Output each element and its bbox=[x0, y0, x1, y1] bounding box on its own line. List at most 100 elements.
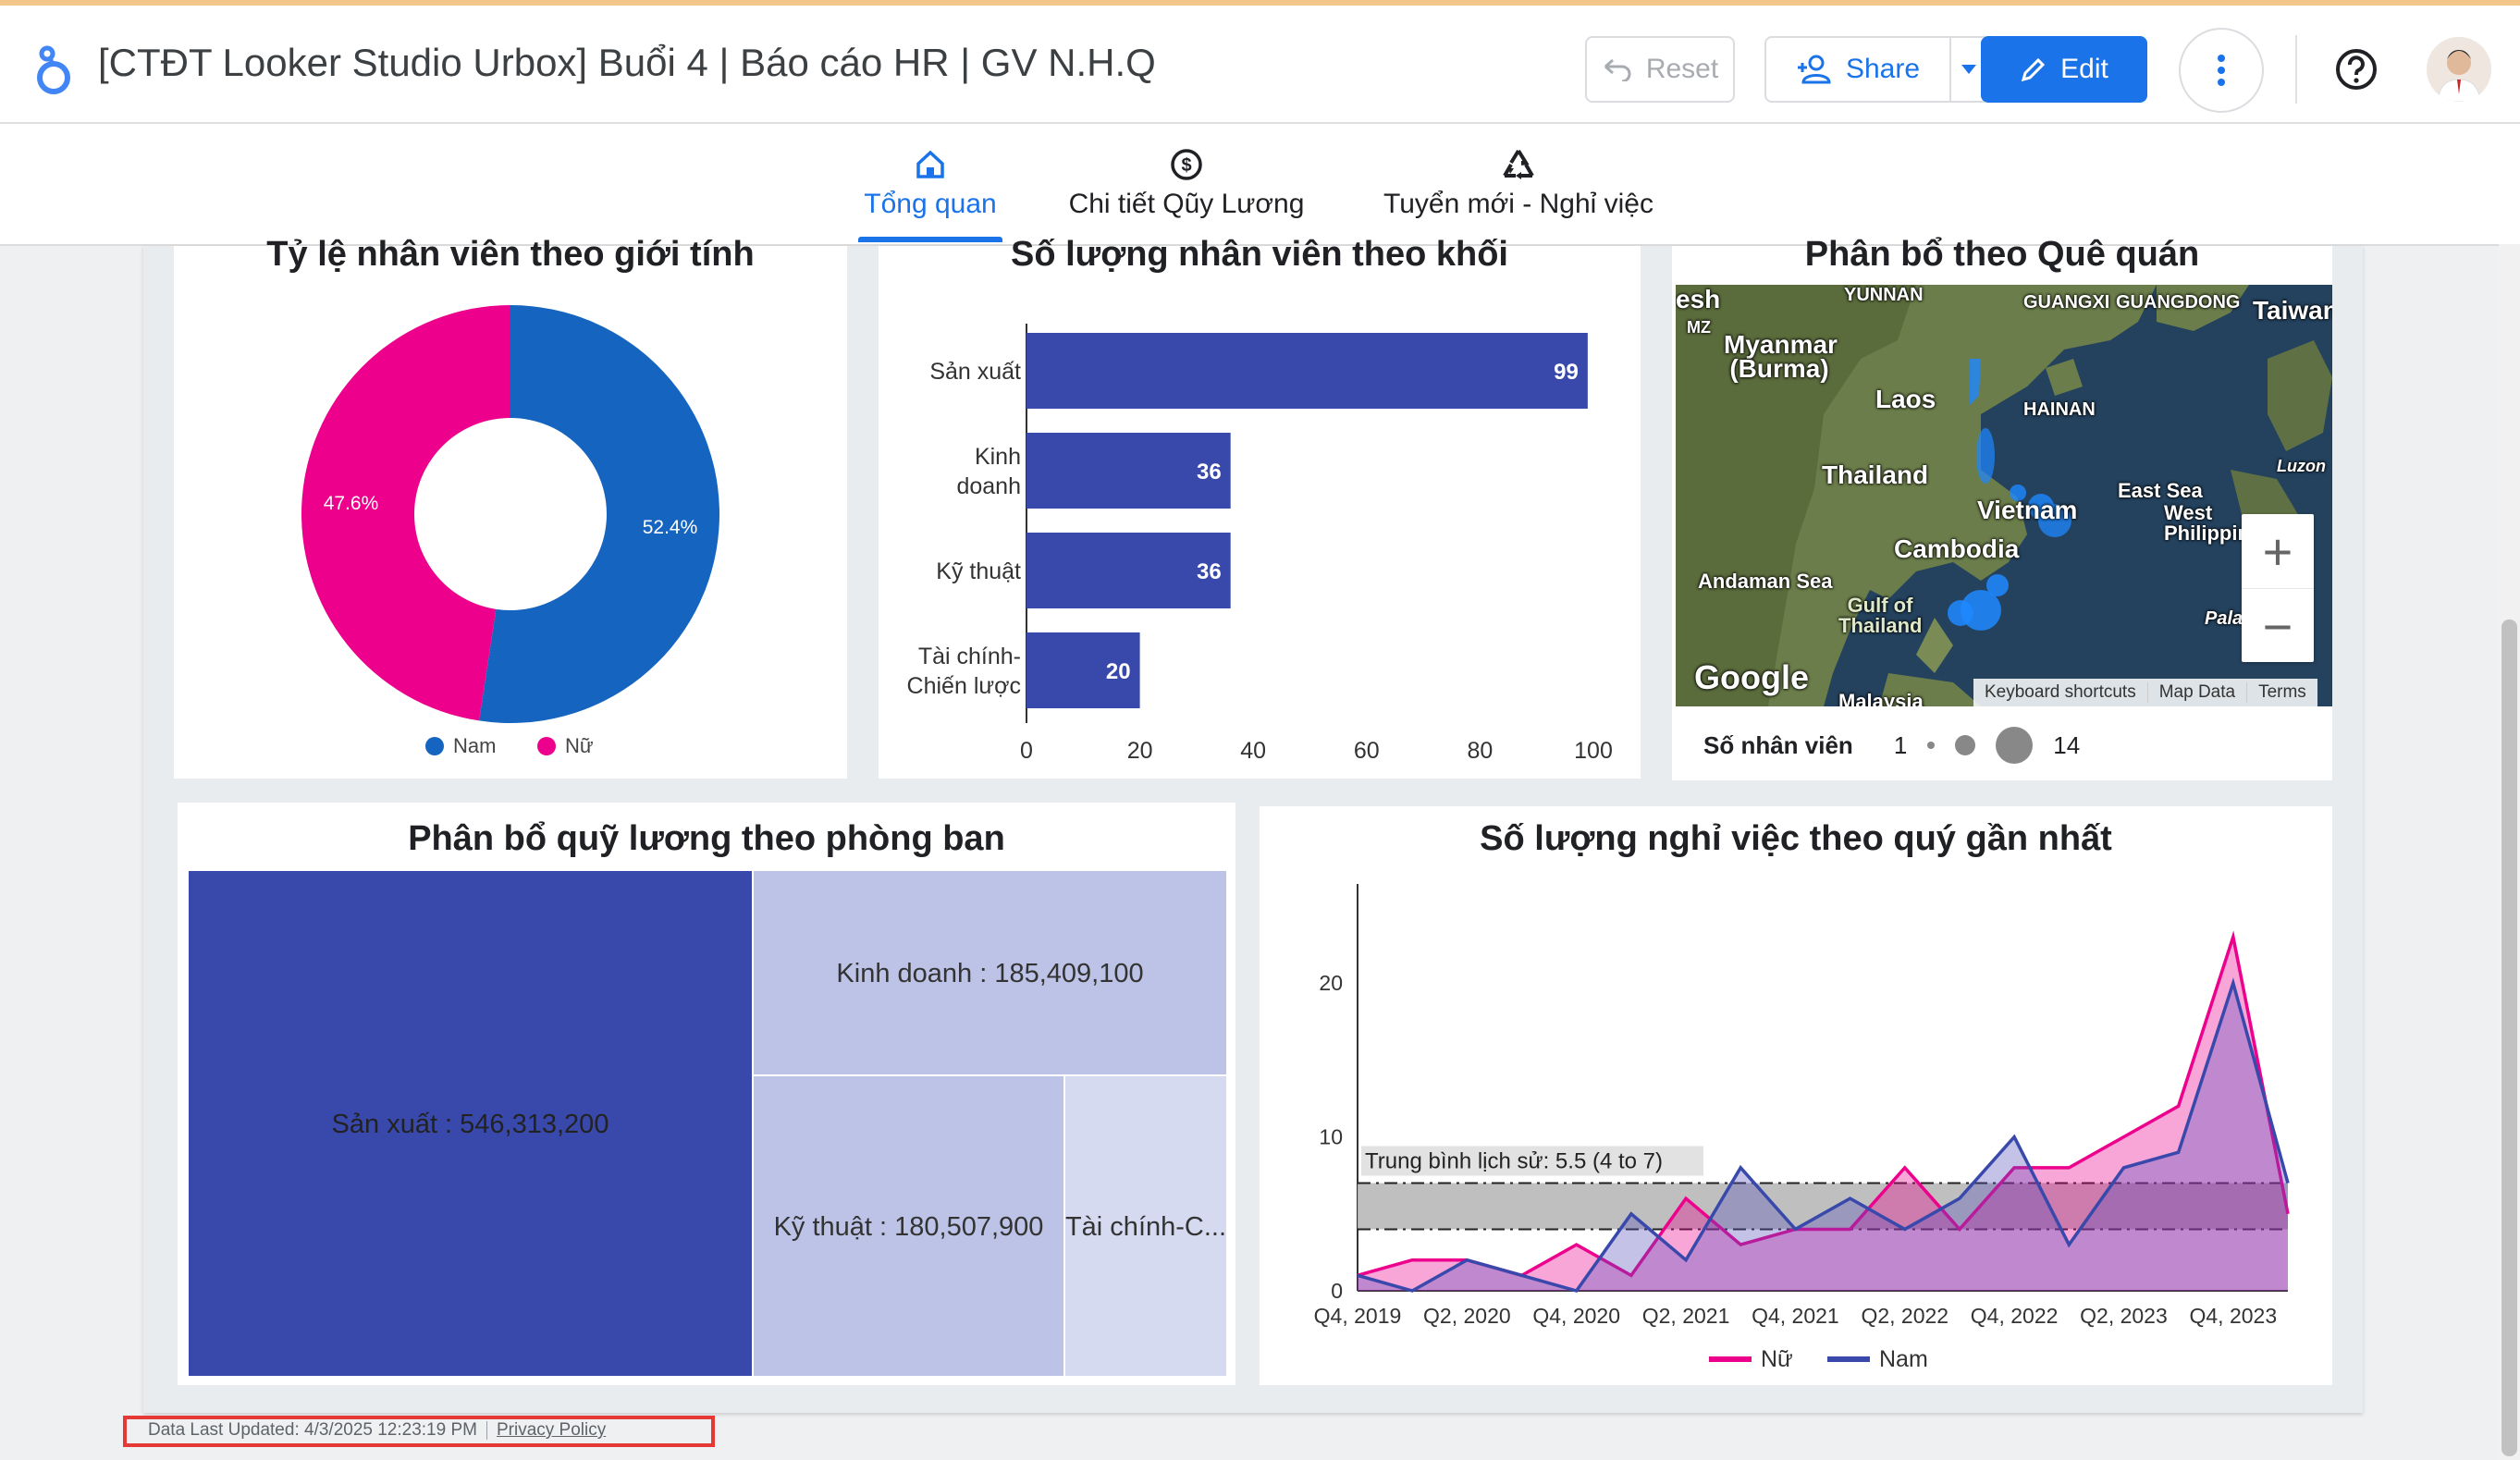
gender-donut-chart[interactable]: 52.4% 47.6% Nam Nữ bbox=[174, 246, 847, 779]
area-nam bbox=[1358, 983, 2288, 1291]
category-label: Chiến lược bbox=[907, 673, 1021, 699]
dollar-circle-icon: $ bbox=[1171, 149, 1202, 180]
help-circle-icon[interactable] bbox=[2335, 48, 2378, 91]
area-nu bbox=[1358, 937, 2288, 1291]
bar bbox=[1026, 333, 1588, 409]
x-tick-label: 60 bbox=[1354, 738, 1380, 764]
map-label: Malaysia bbox=[1838, 690, 1924, 706]
map-terrain bbox=[1676, 285, 2332, 706]
map-label: Pala bbox=[2205, 608, 2243, 629]
tab-tuyen-moi-nghi-viec[interactable]: Tuyển mới - Nghỉ việc bbox=[1372, 146, 1665, 220]
map-label: Thailand bbox=[1822, 460, 1929, 489]
privacy-policy-link[interactable]: Privacy Policy bbox=[496, 1420, 607, 1440]
card-title: Phân bổ quỹ lương theo phòng ban bbox=[408, 819, 1005, 858]
map-attribution: Keyboard shortcuts Map Data Terms bbox=[1973, 679, 2317, 706]
map-legend-min: 1 bbox=[1893, 730, 1908, 759]
map-label: Gulf of Thailand bbox=[1838, 594, 1923, 637]
legend-dot-large bbox=[1996, 727, 2034, 764]
data-last-updated: Data Last Updated: 4/3/2025 12:23:19 PM bbox=[148, 1420, 477, 1440]
bar bbox=[1026, 533, 1231, 608]
user-avatar[interactable] bbox=[2427, 37, 2491, 102]
report-footer: Data Last Updated: 4/3/2025 12:23:19 PM P… bbox=[148, 1420, 606, 1441]
band-label-bg bbox=[1361, 1146, 1703, 1176]
category-label: Tài chính- bbox=[918, 644, 1021, 669]
tab-chi-tiet-quy-luong[interactable]: $ Chi tiết Qũy Lương bbox=[1062, 146, 1311, 220]
tab-label: Tổng quan bbox=[864, 189, 997, 219]
treemap-label: Kỹ thuật : 180,507,900 bbox=[774, 1212, 1044, 1242]
recycle-icon bbox=[1503, 149, 1534, 179]
undo-icon bbox=[1604, 58, 1631, 81]
map-label: HAINAN bbox=[2023, 399, 2096, 420]
salary-treemap-card[interactable]: Phân bổ quỹ lương theo phòng ban Sản xuấ… bbox=[178, 803, 1235, 1385]
page-tabs: Tổng quan $ Chi tiết Qũy Lương Tuyển mới… bbox=[0, 124, 2520, 246]
y-tick-label: 0 bbox=[1331, 1279, 1343, 1303]
more-vert-icon bbox=[2218, 55, 2225, 86]
bar-value: 99 bbox=[1554, 360, 1579, 385]
share-button[interactable]: Share bbox=[1764, 36, 1951, 103]
map-label: esh bbox=[1676, 285, 1721, 313]
map-data-link[interactable]: Map Data bbox=[2148, 682, 2248, 703]
card-title: Số lượng nhân viên theo khối bbox=[1011, 235, 1508, 274]
x-tick-label: Q4, 2019 bbox=[1314, 1304, 1402, 1328]
map-label: GUANGDONG bbox=[2116, 292, 2241, 313]
x-tick-label: Q2, 2021 bbox=[1642, 1304, 1730, 1328]
treemap-cell bbox=[189, 871, 752, 1376]
map-label: Luzon bbox=[2277, 457, 2326, 475]
header-divider bbox=[2295, 35, 2297, 104]
map-label: Laos bbox=[1875, 385, 1936, 413]
tab-tong-quan[interactable]: Tổng quan bbox=[858, 146, 1002, 220]
more-options-button[interactable] bbox=[2179, 28, 2264, 113]
donut-slice-nam bbox=[479, 305, 719, 723]
category-label: Sản xuất bbox=[929, 359, 1021, 385]
home-icon bbox=[916, 150, 944, 178]
salary-treemap[interactable]: Sản xuất : 546,313,200 Kinh doanh : 185,4… bbox=[178, 803, 1235, 1385]
map-label: GUANGXI bbox=[2023, 292, 2110, 313]
pencil-icon bbox=[2021, 57, 2046, 82]
division-bar-chart[interactable]: 99 Sản xuất 36 Kinh doanh 36 Kỹ thuật 20 Tài chí… bbox=[879, 246, 1641, 779]
edit-button[interactable]: Edit bbox=[1981, 36, 2147, 103]
zoom-out-button[interactable]: − bbox=[2262, 596, 2293, 656]
map-legend-label: Số nhân viên bbox=[1703, 730, 1853, 759]
terms-link[interactable]: Terms bbox=[2258, 682, 2306, 702]
line-nam bbox=[1357, 977, 2290, 1294]
resign-area-chart[interactable]: Trung bình lịch sử: 5.5 (4 to 7) 0 10 20 Q4,… bbox=[1260, 806, 2332, 1385]
x-tick-label: Q4, 2020 bbox=[1532, 1304, 1620, 1328]
map-label: Vietnam bbox=[1977, 496, 2078, 524]
keyboard-shortcuts-link[interactable]: Keyboard shortcuts bbox=[1973, 682, 2148, 703]
map-size-legend: Số nhân viên 1 14 bbox=[1703, 727, 2080, 764]
treemap-label: Tài chính-C... bbox=[1065, 1212, 1226, 1242]
bar-value: 20 bbox=[1106, 659, 1131, 684]
map-label: MZ bbox=[1687, 318, 1711, 337]
hometown-map[interactable]: esh YUNNAN GUANGXI GUANGDONG Taiwan MZ M… bbox=[1676, 285, 2332, 706]
active-tab-indicator bbox=[858, 237, 1002, 242]
gender-ratio-card[interactable]: Tỷ lệ nhân viên theo giới tính 52.4% 47.6… bbox=[174, 235, 847, 779]
bar-value: 36 bbox=[1197, 460, 1222, 485]
map-label: Cambodia bbox=[1894, 534, 2020, 563]
resign-trend-card[interactable]: Số lượng nghỉ việc theo quý gần nhất Tru… bbox=[1260, 806, 2332, 1385]
caret-down-icon bbox=[1961, 65, 1976, 74]
treemap-label: Kinh doanh : 185,409,100 bbox=[836, 959, 1143, 988]
map-legend-max: 14 bbox=[2053, 730, 2081, 759]
map-label: Andaman Sea bbox=[1698, 570, 1833, 593]
google-logo: Google bbox=[1694, 658, 1809, 696]
card-title: Tỷ lệ nhân viên theo giới tính bbox=[266, 235, 755, 274]
category-label: doanh bbox=[956, 473, 1021, 499]
reset-button[interactable]: Reset bbox=[1585, 36, 1735, 103]
division-count-card[interactable]: Số lượng nhân viên theo khối 99 Sản xuất 3… bbox=[879, 235, 1641, 779]
card-title: Số lượng nghỉ việc theo quý gần nhất bbox=[1480, 819, 2112, 858]
legend-label: Nam bbox=[453, 734, 496, 757]
x-tick-label: 100 bbox=[1574, 738, 1613, 764]
slice-label: 52.4% bbox=[643, 517, 698, 538]
x-tick-label: Q4, 2023 bbox=[2190, 1304, 2278, 1328]
scrollbar-thumb[interactable] bbox=[2502, 620, 2517, 1456]
map-label: East Sea bbox=[2118, 479, 2203, 502]
looker-studio-logo-icon[interactable] bbox=[33, 43, 74, 96]
legend-swatch-nam bbox=[425, 737, 444, 755]
zoom-in-button[interactable]: + bbox=[2242, 514, 2314, 589]
edit-label: Edit bbox=[2060, 54, 2108, 84]
map-zoom-control: + − bbox=[2242, 514, 2314, 662]
category-label: Kinh bbox=[975, 444, 1021, 470]
legend-dot-medium bbox=[1955, 735, 1976, 755]
map-label: YUNNAN bbox=[1844, 285, 1924, 305]
reset-label: Reset bbox=[1645, 54, 1719, 84]
